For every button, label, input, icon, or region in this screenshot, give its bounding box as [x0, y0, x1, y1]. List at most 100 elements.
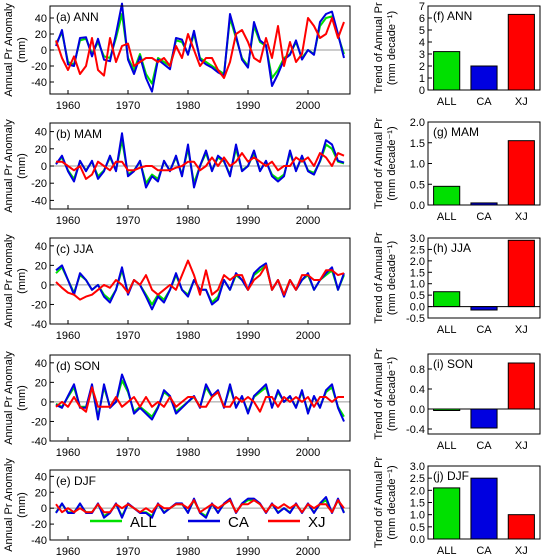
- bar-all: [433, 51, 461, 91]
- y-tick-label: 3.0: [410, 461, 425, 473]
- x-tick-label: 2000: [296, 100, 320, 112]
- y-tick-label: 2.0: [410, 256, 425, 268]
- y-tick-label: 2.0: [410, 117, 425, 129]
- legend-label-ca: CA: [228, 514, 249, 531]
- y-tick-label: 3: [419, 49, 425, 61]
- y-tick-label: 0: [419, 85, 425, 97]
- bar-panel-h: ALL CA XJ -0.50.00.51.01.52.02.53.0 (h) JJA T…: [373, 232, 541, 336]
- panel-label: (j) DJF: [433, 469, 469, 483]
- plot-frame: [49, 237, 351, 325]
- panel-label: (e) DJF: [56, 474, 96, 488]
- y-axis-label: Annual Pr Anomaly: [3, 351, 15, 445]
- bar-all: [433, 291, 461, 308]
- x-tick-label: 1970: [116, 447, 140, 459]
- panel-label: (i) SON: [433, 357, 473, 371]
- y-tick-label: -20: [31, 61, 47, 73]
- series-line-xj: [56, 152, 345, 180]
- y-tick-label: 7: [419, 1, 425, 13]
- bar-category-label: ALL: [437, 545, 457, 557]
- y-axis-label: Trend of Annual Pr: [373, 348, 385, 440]
- y-axis-label: Trend of Annual Pr: [373, 118, 385, 210]
- y-axis-unit: (mm): [16, 385, 28, 411]
- y-tick-label: 4: [419, 37, 425, 49]
- series-line-xj: [55, 259, 345, 301]
- y-tick-label: 0.5: [410, 290, 425, 302]
- y-tick-label: 20: [35, 29, 47, 41]
- bar-category-label: ALL: [437, 211, 457, 223]
- plot-frame: [427, 237, 541, 319]
- y-tick-label: -40: [31, 77, 47, 89]
- x-tick-label: 1980: [176, 447, 200, 459]
- y-axis-label: Trend of Annual Pr: [373, 232, 385, 324]
- x-tick-label: 1990: [236, 330, 260, 342]
- y-tick-label: 0: [41, 45, 47, 57]
- bar-all: [433, 185, 461, 206]
- x-tick-label: 1990: [236, 100, 260, 112]
- x-tick-label: 1960: [56, 447, 80, 459]
- panel-label: (c) JJA: [56, 242, 93, 256]
- y-tick-label: 1: [419, 73, 425, 85]
- bar-category-label: ALL: [437, 96, 457, 108]
- y-axis-label: Annual Pr Anomaly: [3, 234, 15, 328]
- plot-frame: [49, 354, 351, 442]
- y-axis-unit: (mm decade⁻¹): [386, 126, 398, 200]
- y-axis-unit: (mm decade⁻¹): [386, 11, 398, 85]
- series-line-ca: [55, 262, 345, 311]
- series-line-all: [55, 13, 345, 85]
- x-tick-label: 1980: [176, 100, 200, 112]
- y-tick-label: 2.5: [410, 473, 425, 485]
- bar-category-label: XJ: [515, 440, 528, 452]
- y-axis-label: Annual Pr Anomaly: [3, 3, 15, 97]
- legend-label-xj: XJ: [308, 514, 326, 531]
- bar-category-label: CA: [476, 440, 492, 452]
- y-tick-label: 2.5: [410, 244, 425, 256]
- y-tick-label: 0.0: [410, 404, 425, 416]
- line-panel-a: -40 -20 0 20 40 1960 1970 1980 1990 2000 (a) ANN An…: [3, 2, 351, 112]
- panel-label: (d) SON: [56, 359, 100, 373]
- series-line-xj: [55, 17, 345, 79]
- bar-category-label: XJ: [515, 211, 528, 223]
- x-tick-label: 2000: [296, 330, 320, 342]
- bar-panel-g: ALL CA XJ 0.0 0.5 1.0 1.5 2.0 (g) MAM Trend of An…: [373, 117, 541, 223]
- y-tick-label: 2.0: [410, 485, 425, 497]
- x-tick-label: 1990: [236, 215, 260, 227]
- y-tick-label: 0: [41, 161, 47, 173]
- x-tick-label: 1970: [116, 215, 140, 227]
- plot-frame: [427, 353, 541, 435]
- y-tick-label: -40: [31, 436, 47, 448]
- x-tick-label: 1970: [116, 330, 140, 342]
- y-tick-label: 40: [35, 358, 47, 370]
- y-tick-label: 1.5: [410, 138, 425, 150]
- x-tick-label: 1990: [236, 447, 260, 459]
- y-tick-label: 0.5: [410, 522, 425, 534]
- y-tick-label: -20: [31, 519, 47, 531]
- y-tick-label: 0: [41, 503, 47, 515]
- y-tick-label: -0.4: [406, 424, 425, 436]
- bar-category-label: XJ: [515, 324, 528, 336]
- x-tick-label: 1980: [176, 330, 200, 342]
- x-tick-label: 2000: [296, 215, 320, 227]
- y-tick-label: 5: [419, 25, 425, 37]
- bar-panel-j: ALL CA XJ 0.00.51.01.52.02.53.0 (j) DJF Trend…: [373, 457, 541, 557]
- series-line-ca: [55, 2, 345, 93]
- y-tick-label: -20: [31, 299, 47, 311]
- line-panel-c: -40 -20 0 20 40 1960 1970 1980 1990 2000 (c) JJA An…: [3, 234, 351, 342]
- bar-category-label: XJ: [515, 96, 528, 108]
- bar-panel-i: ALL CA XJ -0.4 0.0 0.4 0.8 (i) SON Trend of Annu…: [373, 348, 541, 452]
- y-tick-label: 6: [419, 13, 425, 25]
- y-tick-label: 1.0: [410, 159, 425, 171]
- y-tick-label: 1.0: [410, 510, 425, 522]
- bar-category-label: ALL: [437, 324, 457, 336]
- bar-xj: [507, 514, 535, 540]
- bar-xj: [507, 13, 535, 91]
- bar-category-label: XJ: [515, 545, 528, 557]
- y-axis-unit: (mm): [16, 37, 28, 63]
- bar-ca: [470, 408, 498, 429]
- y-tick-label: 0: [41, 397, 47, 409]
- bar-xj: [507, 362, 535, 410]
- series-line-xj: [55, 386, 344, 413]
- panel-label: (b) MAM: [56, 127, 102, 141]
- panel-label: (g) MAM: [433, 125, 479, 139]
- bar-category-label: CA: [476, 324, 492, 336]
